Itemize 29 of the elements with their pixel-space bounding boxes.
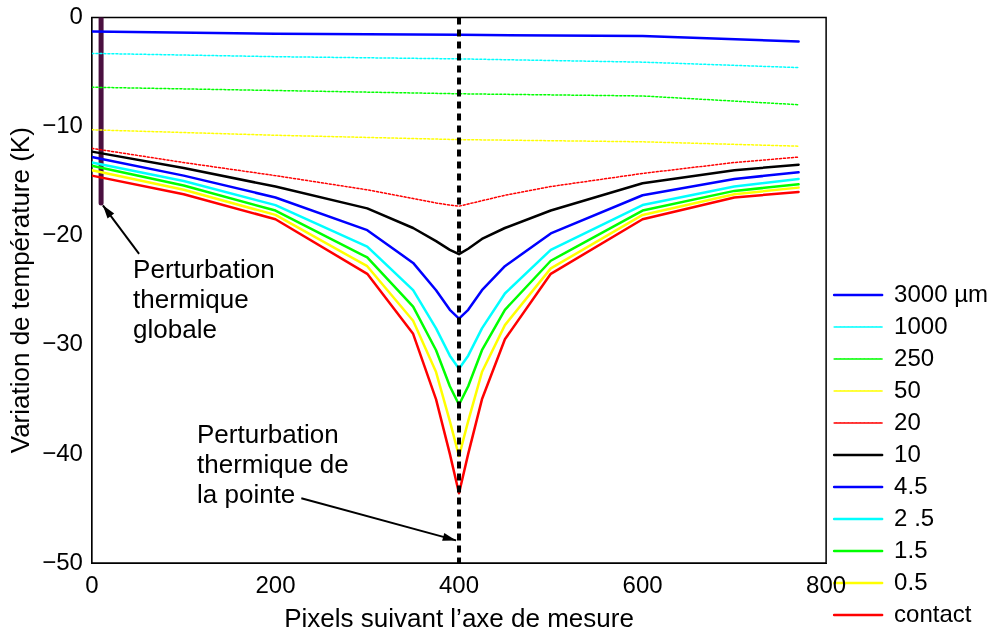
y-tick-label: −30 <box>42 329 83 357</box>
legend-label: 1000 <box>894 311 948 339</box>
line-series <box>91 147 800 207</box>
legend-label: 3000 µm <box>894 279 989 307</box>
y-axis-title: Variation de température (K) <box>4 127 35 454</box>
legend-label: 50 <box>894 375 921 403</box>
legend-label: 1.5 <box>894 535 928 563</box>
legend-label: 2 .5 <box>894 503 935 531</box>
y-tick-label: −40 <box>42 438 83 466</box>
legend-label: 0.5 <box>894 567 928 595</box>
x-tick-label: 400 <box>438 571 480 599</box>
y-tick-label: −20 <box>42 220 83 248</box>
x-tick-label: 200 <box>255 571 296 599</box>
y-tick-label: 0 <box>69 2 83 30</box>
y-tick-label: −50 <box>42 547 83 575</box>
y-tick-label: −10 <box>42 111 83 139</box>
x-tick-label: 800 <box>806 571 847 599</box>
line-series <box>91 129 800 147</box>
x-axis-title: Pixels suivant l’axe de mesure <box>284 602 634 633</box>
annotation: Perturbation thermique globale <box>133 254 275 345</box>
line-series <box>91 52 800 69</box>
legend-label: 10 <box>894 439 921 467</box>
line-series <box>91 86 800 106</box>
legend-label: 4.5 <box>894 471 928 499</box>
legend-label: contact <box>894 599 972 627</box>
annotation: Perturbation thermique de la pointe <box>197 419 349 510</box>
x-tick-label: 600 <box>622 571 663 599</box>
legend-label: 250 <box>894 343 935 371</box>
legend-label: 20 <box>894 407 921 435</box>
